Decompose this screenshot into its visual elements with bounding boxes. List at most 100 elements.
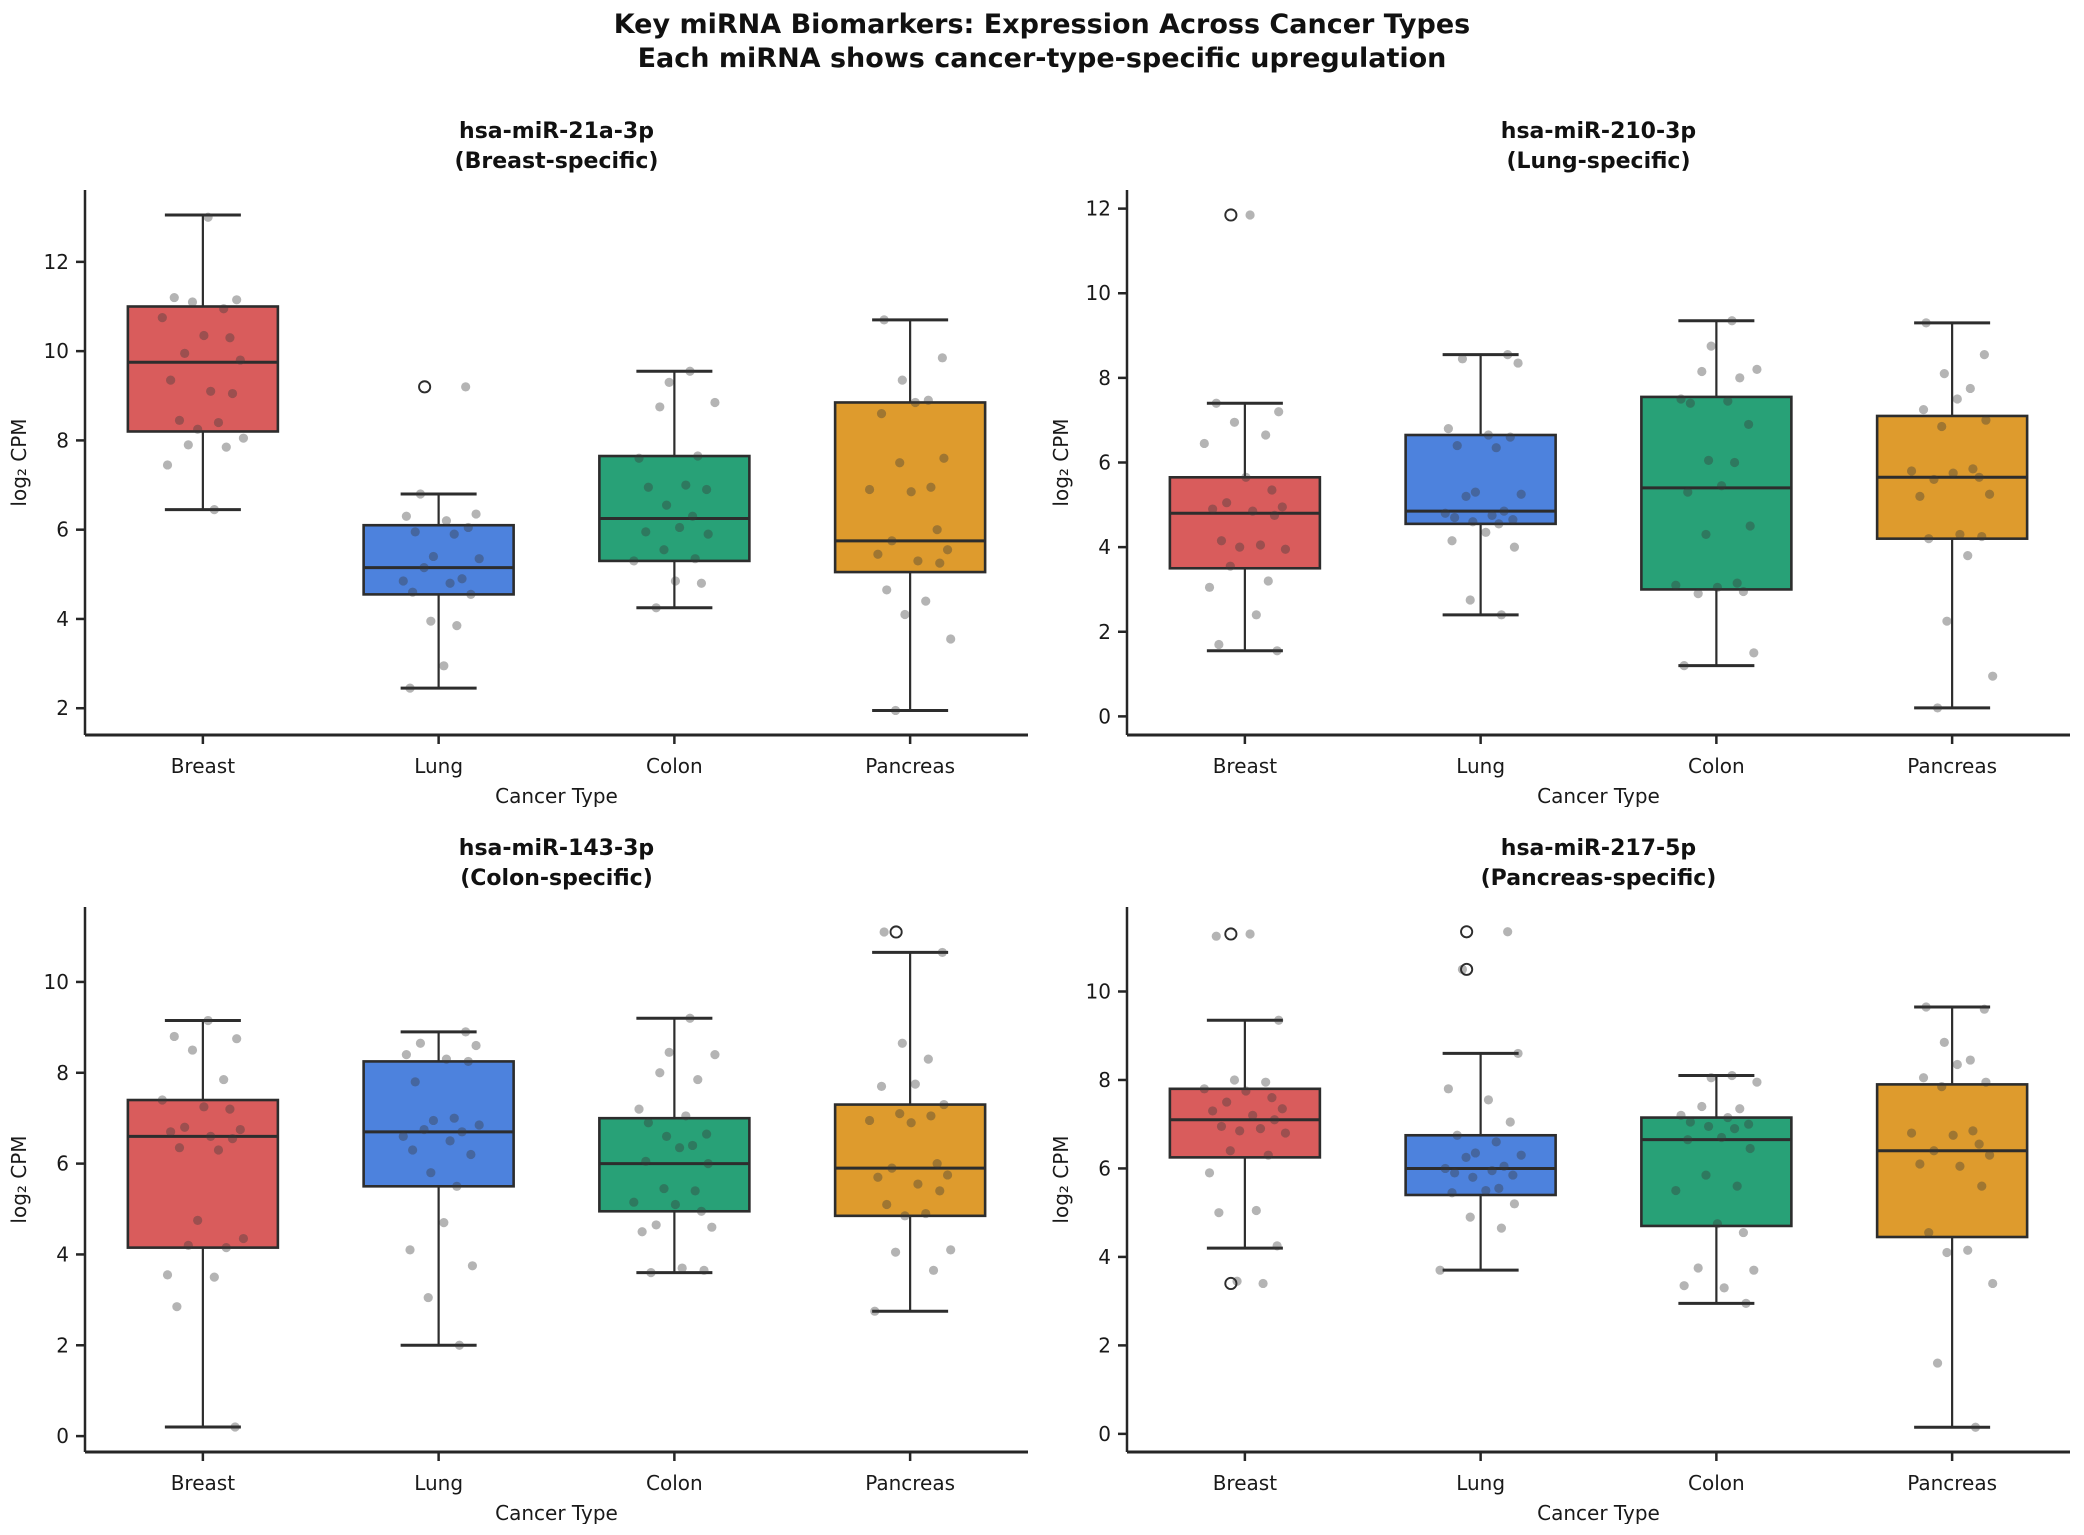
jitter-point: [1741, 1298, 1751, 1308]
jitter-point: [664, 377, 674, 387]
jitter-point: [174, 1143, 185, 1153]
y-tick-label: 10: [44, 970, 69, 994]
jitter-point: [1274, 407, 1284, 417]
subplot-bottom-left: hsa-miR-143-3p (Colon-specific) 0 2 4 6 8 10 log…: [0, 807, 1042, 1525]
box-rect: [1640, 1116, 1793, 1228]
jitter-point: [1274, 1015, 1284, 1025]
jitter-point: [423, 1292, 433, 1303]
jitter-point: [457, 1127, 467, 1137]
y-tick-label: 2: [1098, 1333, 1111, 1357]
jitter-point: [1263, 576, 1273, 586]
y-tick-label: 2: [56, 1333, 69, 1357]
box-rect: [1875, 1083, 2029, 1239]
jitter-point: [180, 1122, 190, 1132]
x-tick-label-Colon: Colon: [646, 754, 703, 778]
jitter-point: [1735, 373, 1745, 383]
jitter-point: [939, 1099, 949, 1110]
jitter-point: [1211, 931, 1221, 941]
y-tick-label: 2: [1098, 620, 1111, 644]
jitter-point: [209, 504, 219, 515]
jitter-point: [1929, 1146, 1939, 1156]
jitter-point: [1963, 1245, 1973, 1255]
jitter-point: [661, 1131, 672, 1141]
boxplot-svg-hsa-miR-210-3p: hsa-miR-210-3p (Lung-specific) 0 2 4 6 8 10 12 lo…: [1049, 119, 2070, 808]
y-tick-label: 10: [1086, 281, 1111, 305]
jitter-point: [926, 1111, 936, 1121]
jitter-point: [1225, 561, 1235, 571]
jitter-point: [946, 634, 956, 644]
jitter-point: [169, 1031, 179, 1042]
jitter-point: [157, 1095, 167, 1105]
y-tick-label: 10: [44, 339, 69, 363]
subplot-title-line1: hsa-miR-217-5p: [1501, 836, 1696, 861]
jitter-point: [910, 1079, 920, 1089]
jitter-point: [1738, 1227, 1749, 1238]
jitter-point: [1435, 1265, 1445, 1275]
jitter-point: [1924, 1227, 1934, 1238]
outlier-circle: [418, 380, 432, 394]
jitter-point: [887, 1163, 897, 1173]
jitter-point: [1222, 1097, 1232, 1107]
jitter-point: [1487, 510, 1497, 520]
y-tick-label: 6: [56, 518, 69, 542]
jitter-point: [441, 1054, 452, 1064]
jitter-point: [1732, 578, 1742, 588]
jitter-point: [1932, 1358, 1943, 1368]
jitter-point: [1503, 350, 1513, 360]
jitter-point: [870, 1306, 880, 1316]
jitter-point: [1245, 929, 1255, 939]
jitter-point: [1915, 491, 1925, 501]
jitter-point: [474, 1120, 484, 1130]
jitter-point: [935, 558, 945, 568]
jitter-point: [1261, 430, 1271, 440]
subplot-title-line1: hsa-miR-21a-3p: [459, 119, 654, 144]
jitter-point: [1948, 468, 1958, 478]
box-rect: [1404, 1133, 1557, 1197]
jitter-point: [169, 292, 179, 303]
jitter-point: [1508, 515, 1518, 525]
jitter-point: [1447, 1188, 1457, 1198]
jitter-point: [415, 489, 426, 499]
jitter-point: [1932, 703, 1943, 713]
jitter-point: [1744, 1119, 1754, 1129]
jitter-point: [426, 616, 436, 626]
jitter-point: [1229, 417, 1240, 427]
jitter-point: [1470, 1148, 1481, 1158]
jitter-point: [1516, 1150, 1526, 1160]
jitter-point: [1924, 534, 1934, 544]
jitter-point: [166, 375, 176, 385]
jitter-point: [203, 212, 213, 222]
jitter-point: [235, 355, 245, 365]
jitter-point: [923, 395, 933, 405]
jitter-point: [641, 527, 651, 537]
jitter-point: [1693, 1263, 1703, 1273]
jitter-point: [206, 386, 216, 396]
jitter-point: [703, 1159, 713, 1169]
jitter-point: [1979, 1004, 1989, 1014]
jitter-point: [1222, 498, 1232, 508]
jitter-point: [1225, 1146, 1235, 1156]
jitter-point: [1729, 457, 1740, 468]
jitter-point: [1939, 369, 1949, 379]
jitter-point: [659, 1183, 669, 1194]
jitter-point: [1216, 536, 1227, 546]
y-tick-label: 4: [1098, 535, 1111, 559]
outlier-circle: [1460, 962, 1474, 976]
jitter-point: [1440, 1163, 1450, 1174]
box-group-Breast: [1168, 927, 1322, 1291]
jitter-point: [1716, 1132, 1727, 1143]
jitter-point: [1974, 472, 1984, 482]
jitter-point: [1906, 1128, 1917, 1138]
jitter-point: [887, 536, 897, 546]
x-tick-label-Pancreas: Pancreas: [865, 754, 955, 778]
jitter-point: [1752, 1077, 1762, 1087]
jitter-point: [1516, 489, 1526, 499]
jitter-point: [1452, 440, 1462, 451]
jitter-point: [710, 397, 720, 408]
jitter-point: [900, 609, 910, 620]
boxplot-svg-hsa-miR-143-3p: hsa-miR-143-3p (Colon-specific) 0 2 4 6 8 10 log…: [7, 836, 1028, 1525]
jitter-point: [890, 705, 901, 716]
box-group-Breast: [126, 1015, 280, 1432]
jitter-point: [1465, 1212, 1475, 1222]
y-tick-label: 6: [1098, 1156, 1111, 1180]
